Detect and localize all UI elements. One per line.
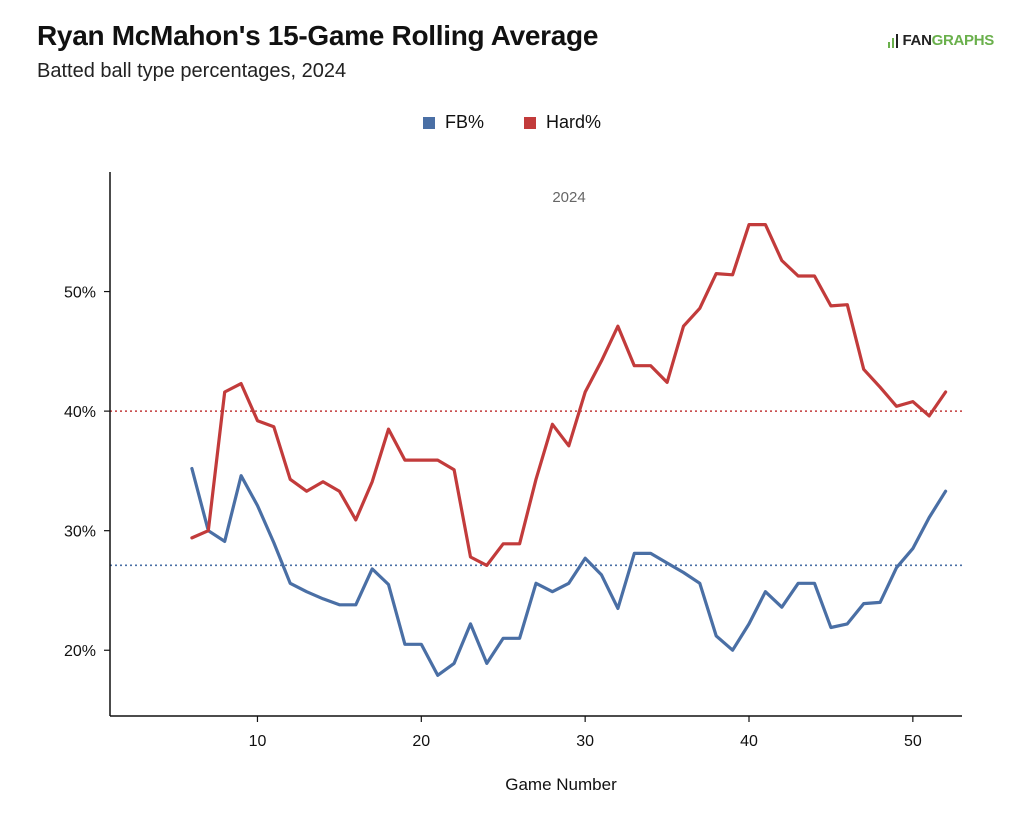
series-line-hard[interactable] <box>190 223 948 568</box>
y-tick-label: 30% <box>64 524 96 541</box>
legend-item-fb[interactable]: FB% <box>422 112 484 133</box>
x-axis-title: Game Number <box>505 775 617 794</box>
x-tick-label: 30 <box>576 733 594 750</box>
x-tick-label: 40 <box>740 733 758 750</box>
chart-title: Ryan McMahon's 15-Game Rolling Average <box>37 20 599 51</box>
legend-swatch-fb <box>422 116 435 129</box>
year-annotation: 2024 <box>552 189 585 206</box>
legend: FB% Hard% <box>0 112 1024 133</box>
fangraphs-logo-icon <box>887 33 898 48</box>
y-tick-label: 50% <box>64 285 96 302</box>
y-tick-label: 20% <box>64 643 96 660</box>
legend-item-hard[interactable]: Hard% <box>523 112 602 133</box>
fangraphs-logo: FAN GRAPHS <box>887 32 994 49</box>
logo-text-fan: FAN <box>902 32 932 49</box>
legend-label-fb: FB% <box>444 112 484 132</box>
x-ticks: 10 20 30 40 50 <box>249 716 922 750</box>
x-tick-label: 50 <box>904 733 922 750</box>
series-line-fb[interactable] <box>190 466 948 677</box>
x-tick-label: 10 <box>249 733 267 750</box>
logo-text-graphs: GRAPHS <box>931 32 995 49</box>
axes <box>109 172 962 717</box>
legend-swatch-hard <box>523 116 536 129</box>
chart-subtitle: Batted ball type percentages, 2024 <box>37 60 347 82</box>
series-lines <box>190 223 948 677</box>
x-tick-label: 20 <box>412 733 430 750</box>
y-tick-label: 40% <box>64 404 96 421</box>
y-ticks: 20% 30% 40% 50% <box>64 285 110 660</box>
legend-label-hard: Hard% <box>545 112 602 132</box>
